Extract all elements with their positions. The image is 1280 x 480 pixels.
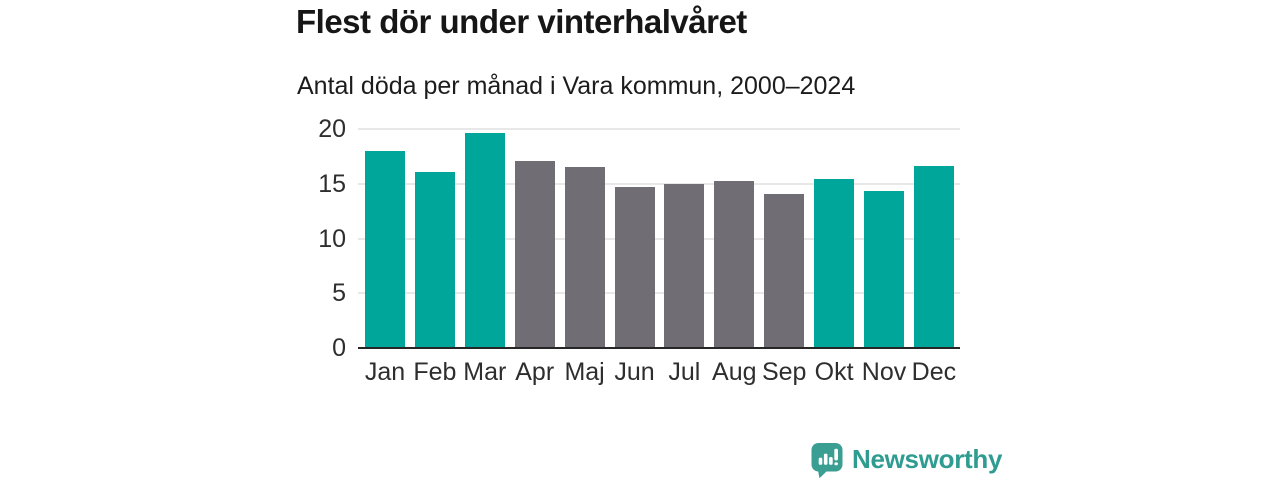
bar-maj [564,167,605,348]
bar-jul [664,183,705,348]
bar-aug [714,180,755,348]
x-tick-label-apr: Apr [515,358,555,386]
gridline-20 [358,128,960,130]
x-tick-label-feb: Feb [413,358,457,386]
gridline-15 [358,182,960,185]
x-tick-label-jan: Jan [364,358,406,386]
bar-feb [414,171,455,348]
bar-sep [764,193,805,348]
chart-subtitle: Antal döda per månad i Vara kommun, 2000… [297,72,856,100]
y-tick-label-0: 0 [332,334,346,362]
y-axis: 0 5 10 15 20 [276,115,346,362]
x-tick-label-dec: Dec [911,358,957,386]
x-tick-label-okt: Okt [814,358,854,386]
newsworthy-logo[interactable]: Newsworthy [810,442,1002,479]
x-tick-label-mar: Mar [463,358,507,386]
y-tick-label-10: 10 [318,224,346,253]
y-tick-label-15: 15 [318,169,346,198]
bar-jan [365,150,405,348]
x-axis: Jan Feb Mar Apr Maj Jun Jul Aug Sep Okt Nov Dec [358,357,960,389]
y-tick-label-20: 20 [318,115,346,143]
bar-apr [514,160,555,348]
newsworthy-logo-icon [811,443,843,479]
bar-mar [464,133,505,348]
bar-nov [864,191,904,348]
x-axis-line [358,346,960,349]
x-tick-label-nov: Nov [861,358,907,386]
gridline-5 [358,292,960,295]
x-tick-label-jul: Jul [668,358,701,386]
x-tick-label-sep: Sep [761,358,807,386]
bar-jun [614,187,655,348]
bar-okt [814,179,855,348]
x-tick-label-maj: Maj [564,358,605,386]
y-tick-label-5: 5 [332,279,346,308]
bar-dec [913,166,954,348]
x-tick-label-aug: Aug [712,358,757,386]
newsworthy-logo-text: Newsworthy [852,444,1003,474]
gridline-10 [358,237,960,240]
chart-title: Flest dör under vinterhalvåret [296,3,747,40]
x-tick-label-jun: Jun [614,358,655,386]
plot-area [358,128,960,349]
